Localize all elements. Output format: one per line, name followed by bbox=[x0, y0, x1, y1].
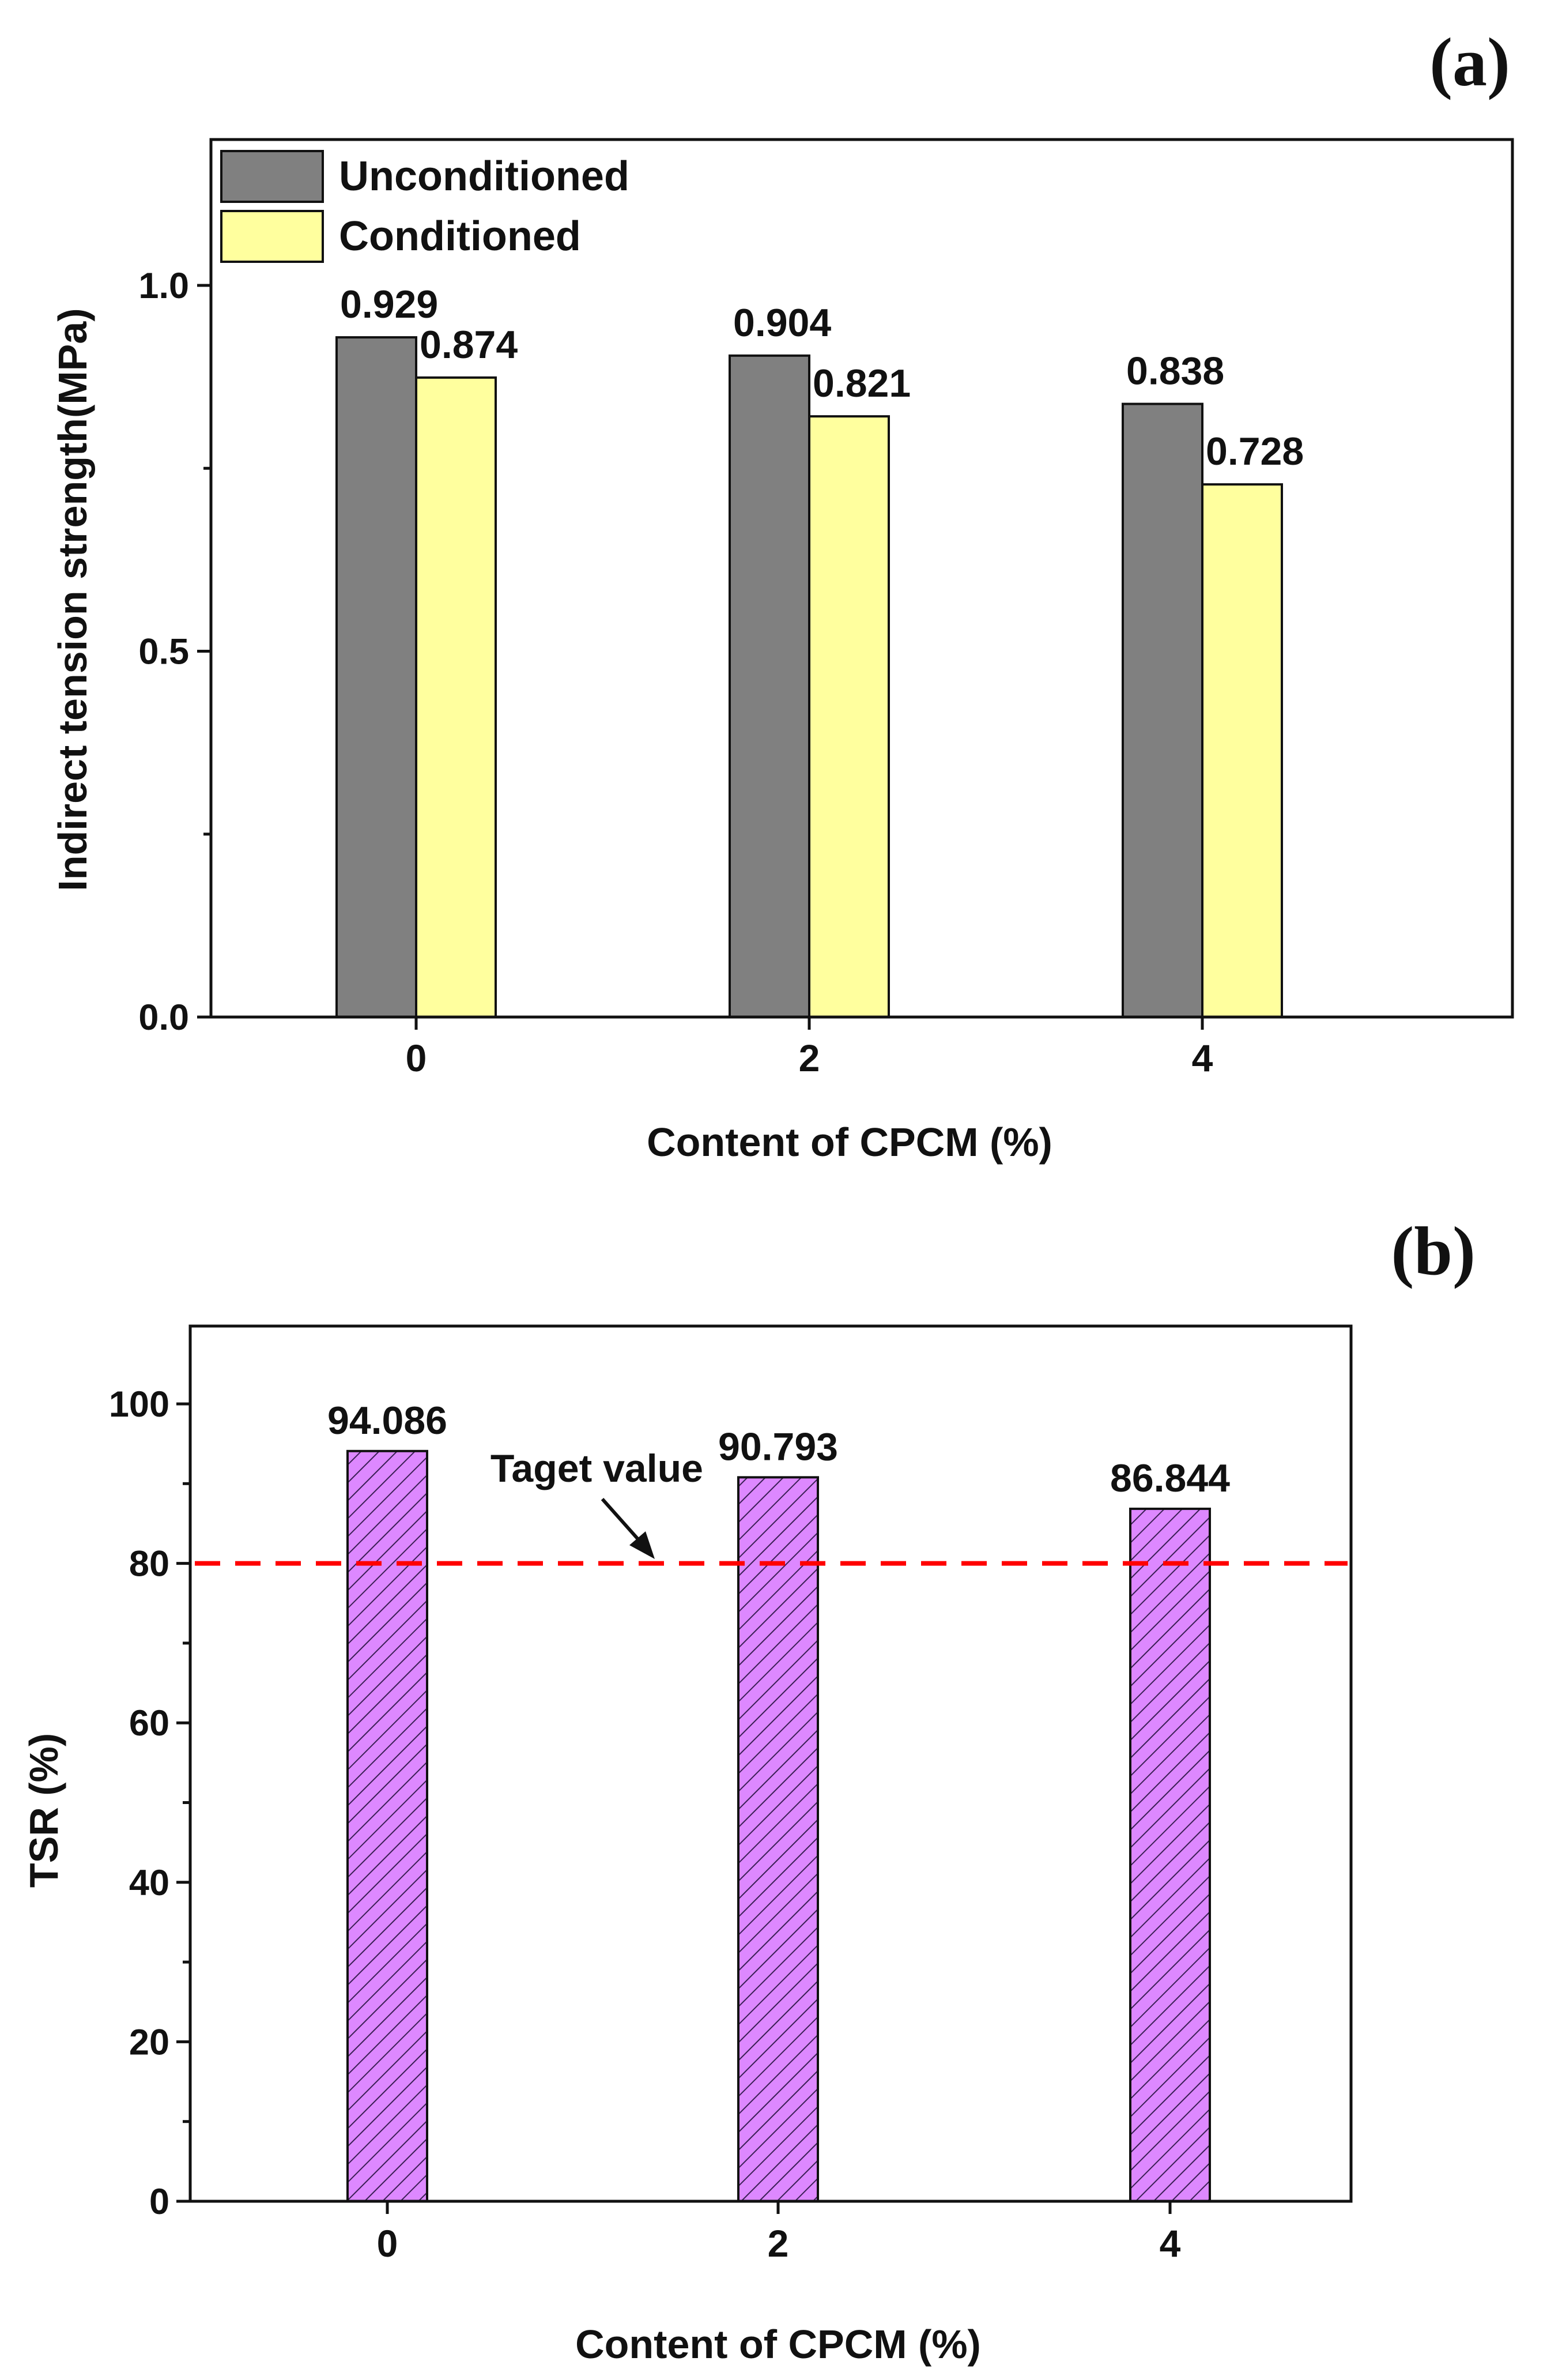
y-tick-label: 80 bbox=[129, 1544, 169, 1584]
y-tick-label: 100 bbox=[109, 1384, 169, 1425]
panel-b-bars: 94.086 90.793 86.844 bbox=[327, 1399, 1230, 2202]
legend-swatch-unconditioned bbox=[220, 150, 324, 203]
panel-a-y-axis-title: Indirect tension strength(MPa) bbox=[50, 308, 95, 891]
x-tick-label: 4 bbox=[1160, 2222, 1181, 2265]
legend-label-unconditioned: Unconditioned bbox=[339, 153, 629, 199]
legend-swatch-conditioned bbox=[220, 210, 324, 263]
x-tick-label: 2 bbox=[768, 2222, 789, 2265]
y-tick-label: 0 bbox=[149, 2182, 169, 2222]
data-label-conditioned-2: 0.821 bbox=[813, 361, 911, 405]
bar-conditioned-4 bbox=[1201, 483, 1283, 1018]
panel-a-ticks: 0 2 4 0.0 0.5 1.0 bbox=[138, 266, 1213, 1079]
panel-b-label: (b) bbox=[1391, 1212, 1476, 1289]
panel-b-frame bbox=[188, 1324, 1353, 2203]
panel-a-label: (a) bbox=[1429, 24, 1510, 100]
panel-a-x-axis-title: Content of CPCM (%) bbox=[647, 1120, 1052, 1165]
y-tick-label: 0.0 bbox=[138, 997, 189, 1038]
x-tick-label: 2 bbox=[799, 1037, 820, 1079]
data-label-tsr-0: 94.086 bbox=[327, 1399, 447, 1443]
y-tick-label: 40 bbox=[129, 1863, 169, 1903]
x-tick-label: 4 bbox=[1192, 1037, 1213, 1079]
panel-a-legend: Unconditioned Conditioned bbox=[220, 150, 629, 263]
data-label-unconditioned-2: 0.904 bbox=[733, 301, 831, 345]
panel-b-y-axis-title: TSR (%) bbox=[21, 1733, 66, 1888]
bar-unconditioned-2 bbox=[729, 354, 810, 1018]
bar-tsr-2 bbox=[737, 1476, 819, 2202]
bar-conditioned-2 bbox=[808, 415, 890, 1018]
bar-conditioned-0 bbox=[415, 376, 497, 1018]
panel-b-x-axis-title: Content of CPCM (%) bbox=[575, 2322, 981, 2367]
data-label-conditioned-4: 0.728 bbox=[1206, 430, 1304, 473]
y-tick-label: 20 bbox=[129, 2022, 169, 2062]
y-tick-label: 1.0 bbox=[138, 266, 189, 306]
y-tick-label: 0.5 bbox=[138, 632, 189, 672]
panel-a-frame bbox=[209, 138, 1514, 1019]
bar-unconditioned-4 bbox=[1122, 402, 1203, 1018]
legend-label-conditioned: Conditioned bbox=[339, 213, 581, 259]
target-value-annotation: Taget value bbox=[490, 1447, 703, 1490]
data-label-conditioned-0: 0.874 bbox=[420, 323, 518, 367]
target-value-arrow bbox=[601, 1498, 655, 1559]
bar-unconditioned-0 bbox=[335, 336, 417, 1018]
data-label-tsr-2: 90.793 bbox=[718, 1425, 838, 1468]
x-tick-label: 0 bbox=[406, 1037, 427, 1079]
data-label-unconditioned-4: 0.838 bbox=[1126, 349, 1224, 393]
x-tick-label: 0 bbox=[377, 2222, 398, 2265]
y-tick-label: 60 bbox=[129, 1703, 169, 1743]
data-label-tsr-4: 86.844 bbox=[1110, 1456, 1230, 1500]
bar-tsr-4 bbox=[1129, 1507, 1211, 2202]
data-label-unconditioned-0: 0.929 bbox=[340, 283, 438, 326]
